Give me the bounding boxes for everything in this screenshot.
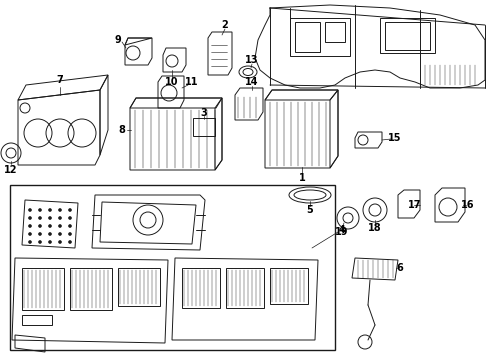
Text: 12: 12 [4, 165, 18, 175]
Circle shape [28, 216, 31, 220]
Bar [225, 268, 264, 308]
Text: 13: 13 [245, 55, 258, 65]
Circle shape [68, 225, 71, 228]
Bar [379, 18, 434, 53]
Bar [22, 268, 64, 310]
Bar [70, 268, 112, 310]
Text: 16: 16 [460, 200, 474, 210]
Circle shape [59, 240, 61, 243]
Bar [294, 22, 319, 52]
Circle shape [48, 240, 51, 243]
Circle shape [39, 225, 41, 228]
Circle shape [39, 208, 41, 212]
Text: 19: 19 [335, 227, 348, 237]
Circle shape [48, 233, 51, 235]
Bar [10, 185, 334, 350]
Circle shape [59, 208, 61, 212]
Text: 17: 17 [407, 200, 421, 210]
Bar [325, 22, 345, 42]
Text: 10: 10 [165, 77, 179, 87]
Circle shape [68, 233, 71, 235]
Text: 14: 14 [245, 77, 258, 87]
Bar [384, 22, 429, 50]
Bar [22, 315, 52, 325]
Text: 2: 2 [221, 20, 228, 30]
Circle shape [39, 216, 41, 220]
Circle shape [48, 216, 51, 220]
Circle shape [59, 225, 61, 228]
Text: 8: 8 [118, 125, 125, 135]
Circle shape [28, 208, 31, 212]
Circle shape [28, 240, 31, 243]
Circle shape [28, 233, 31, 235]
Text: 15: 15 [387, 133, 401, 143]
Circle shape [48, 208, 51, 212]
Bar [289, 18, 349, 56]
Text: 3: 3 [200, 108, 207, 118]
Circle shape [59, 216, 61, 220]
Bar [269, 268, 307, 304]
Circle shape [68, 208, 71, 212]
Text: 4: 4 [338, 225, 345, 235]
Circle shape [68, 240, 71, 243]
Circle shape [39, 240, 41, 243]
Circle shape [48, 225, 51, 228]
Text: 5: 5 [306, 205, 313, 215]
Text: 9: 9 [114, 35, 121, 45]
Text: 7: 7 [57, 75, 63, 85]
Circle shape [28, 225, 31, 228]
Text: 1: 1 [298, 173, 305, 183]
Circle shape [59, 233, 61, 235]
Circle shape [39, 233, 41, 235]
Bar [182, 268, 220, 308]
Bar [193, 118, 215, 136]
Text: 11: 11 [185, 77, 198, 87]
Text: 6: 6 [396, 263, 403, 273]
Text: 18: 18 [367, 223, 381, 233]
Circle shape [68, 216, 71, 220]
Bar [118, 268, 160, 306]
